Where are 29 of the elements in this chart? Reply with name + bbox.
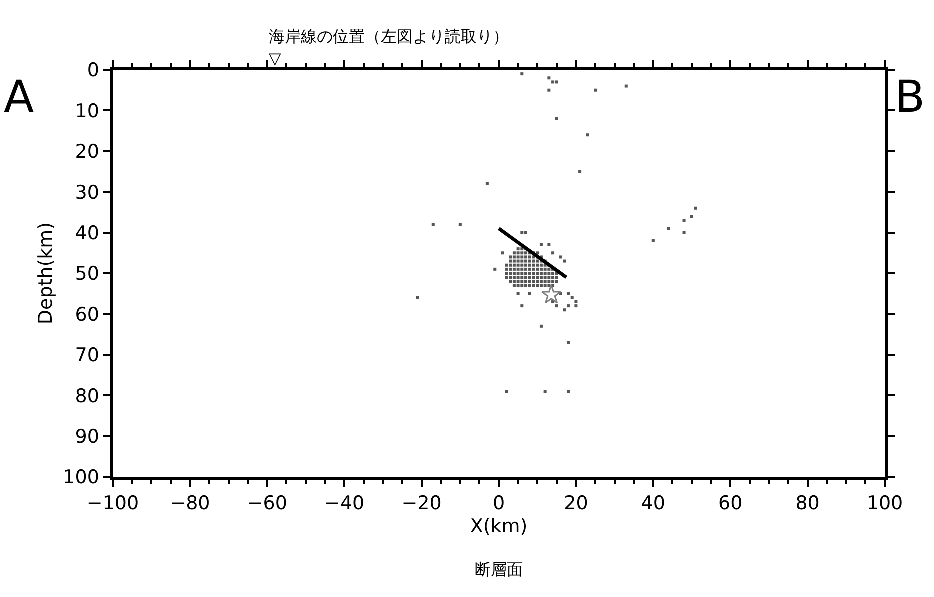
x-tick-label: 40: [641, 492, 666, 515]
x-axis-title: X(km): [470, 515, 528, 538]
text: ▽: [269, 49, 282, 68]
text: B: [895, 72, 926, 123]
y-tick-label: 40: [75, 222, 100, 244]
x-tick-label: −80: [170, 492, 210, 515]
x-tick-label: 20: [564, 492, 588, 515]
text: 断層面: [475, 560, 523, 579]
x-tick-label: −40: [324, 492, 365, 515]
y-tick-label: 10: [75, 100, 100, 122]
y-tick-label: 0: [87, 60, 100, 82]
y-tick-label: 80: [75, 385, 100, 408]
y-tick-label: 20: [75, 141, 100, 164]
y-tick-label: 70: [75, 344, 100, 367]
x-tick-label: 100: [866, 492, 904, 515]
text: 海岸線の位置（左図より読取り）: [269, 27, 509, 46]
y-tick-label: 90: [75, 426, 100, 448]
x-tick-label: −60: [247, 492, 288, 515]
y-tick-label: 60: [75, 304, 100, 326]
x-tick-label: −20: [402, 492, 442, 515]
x-tick-label: 80: [796, 492, 820, 515]
x-tick-label: 60: [718, 492, 743, 515]
x-tick-label: 0: [492, 492, 506, 515]
y-tick-label: 30: [75, 182, 100, 204]
text: A: [4, 72, 34, 123]
y-tick-label: 100: [63, 466, 100, 489]
y-tick-label: 50: [75, 263, 100, 286]
y-axis-title: Depth(km): [35, 222, 58, 325]
x-tick-label: −100: [86, 492, 140, 515]
